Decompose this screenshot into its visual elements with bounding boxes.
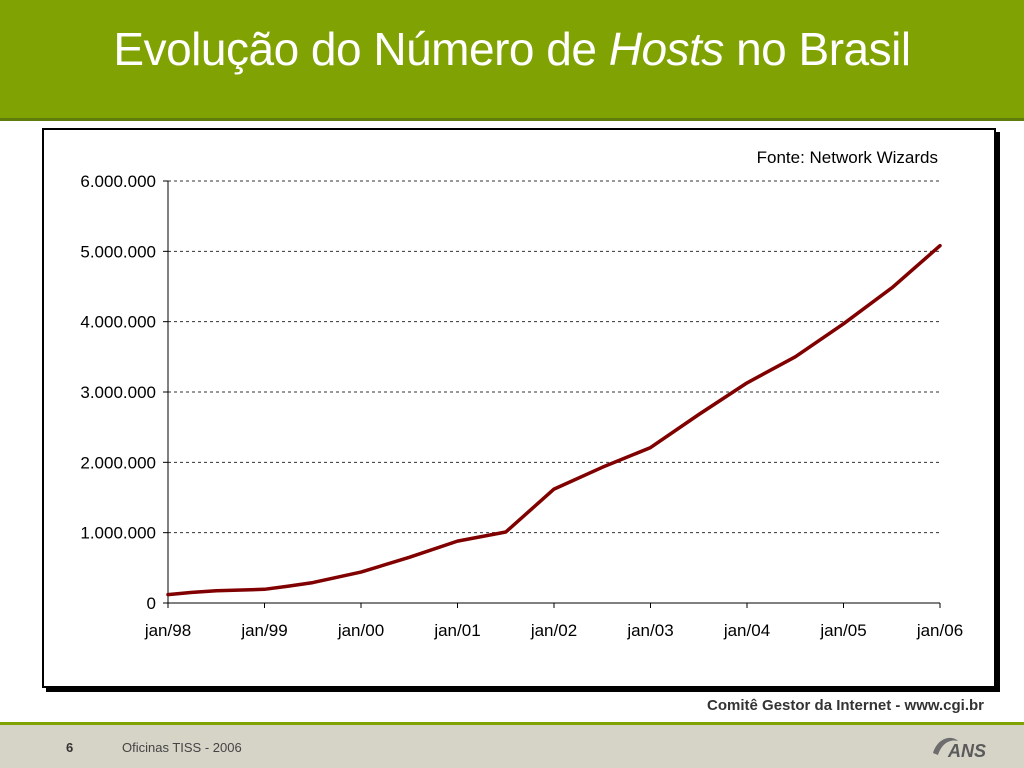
footer-border [0,722,1024,725]
y-tick-label: 2.000.000 [80,453,156,472]
ans-logo: ANS [933,737,986,761]
slide-title-part1: Evolução do Número de [113,23,609,75]
logo-text: ANS [947,741,986,761]
x-tick-label: jan/98 [144,621,191,640]
y-tick-label: 6.000.000 [80,172,156,191]
x-tick-label: jan/00 [337,621,384,640]
slide-title: Evolução do Número de Hosts no Brasil [0,22,1024,76]
y-tick-label: 5.000.000 [80,242,156,261]
footer-bar [0,725,1024,768]
slide-title-part2: no Brasil [723,23,911,75]
y-tick-label: 0 [147,594,156,613]
x-tick-label: jan/04 [723,621,770,640]
y-tick-label: 4.000.000 [80,313,156,332]
x-tick-label: jan/06 [916,621,963,640]
series-line [166,243,942,597]
chart-annotation: Fonte: Network Wizards [757,148,938,167]
page-number: 6 [66,740,74,755]
title-bar-border [0,118,1024,121]
y-tick-label: 1.000.000 [80,524,156,543]
title-bar [0,0,1024,118]
source-caption: Comitê Gestor da Internet - www.cgi.br [707,697,984,714]
y-tick-label: 3.000.000 [80,383,156,402]
x-tick-label: jan/05 [819,621,866,640]
chart-frame: 0 1.000.000 2.000.000 3.000.000 4.000.000 5.0… [42,128,996,688]
x-tick-label: jan/01 [433,621,480,640]
line-chart: 0 1.000.000 2.000.000 3.000.000 4.000.000 5.0… [80,148,963,640]
x-tick-label: jan/02 [530,621,577,640]
logo-swoosh-icon [933,737,958,755]
slide-title-italic: Hosts [608,23,725,75]
x-tick-label: jan/03 [626,621,673,640]
x-tick-label: jan/99 [240,621,287,640]
footer-text: Oficinas TISS - 2006 [122,740,242,755]
